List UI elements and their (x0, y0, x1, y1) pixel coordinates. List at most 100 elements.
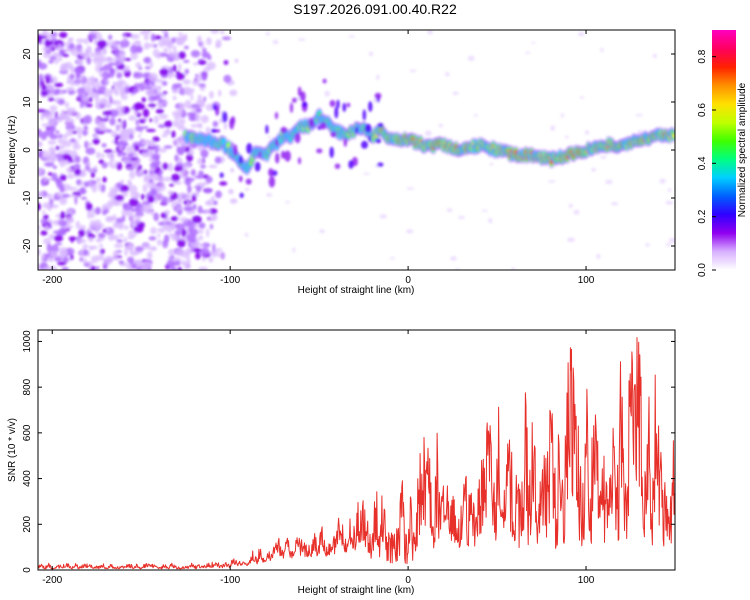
spectral-blob (275, 152, 280, 164)
spectral-blob (67, 184, 71, 190)
spectral-blob (234, 58, 239, 63)
spectral-blob (390, 257, 395, 260)
spectral-blob (158, 175, 165, 184)
spectral-blob (406, 229, 414, 234)
spectral-blob (97, 40, 107, 48)
spectral-blob (183, 163, 190, 168)
spectral-blob (128, 197, 139, 207)
spectral-blob (59, 174, 67, 181)
spectral-blob (74, 195, 78, 205)
spectral-blob (42, 202, 53, 209)
spectral-blob (181, 228, 186, 238)
spectral-blob (169, 222, 176, 231)
spectral-blob (158, 148, 167, 153)
spectral-blob (154, 144, 159, 154)
spectral-blob (54, 242, 63, 246)
spectral-blob (171, 267, 178, 270)
spectral-blob (178, 51, 186, 60)
spectral-blob (86, 57, 92, 65)
spectral-blob (40, 113, 44, 121)
spectral-blob (48, 153, 59, 161)
spectral-blob (364, 123, 372, 133)
spectral-blob (192, 79, 201, 86)
spectral-blob (123, 34, 127, 43)
spectral-blob (118, 144, 124, 152)
spectral-blob (123, 237, 128, 244)
spectral-blob (190, 50, 201, 58)
spectral-blob (205, 126, 211, 134)
spectral-blob (142, 126, 149, 129)
spectral-blob (128, 184, 138, 194)
spectral-blob (42, 46, 50, 52)
spectral-blob (141, 153, 151, 158)
spectral-blob (133, 102, 144, 110)
spectral-blob (127, 235, 135, 240)
spectral-blob (218, 89, 222, 97)
spectral-blob (74, 156, 81, 163)
spectral-blob (76, 179, 81, 185)
spectral-blob (195, 252, 201, 260)
spectral-blob (61, 266, 69, 270)
spectral-blob (268, 168, 274, 177)
spectral-blob (206, 37, 212, 46)
spectral-blob (125, 145, 135, 154)
spectral-blob (150, 227, 157, 235)
spectral-blob (50, 251, 59, 258)
spectral-blob (74, 66, 84, 75)
y-tick-label: 0 (22, 567, 33, 573)
spectral-blob (123, 159, 129, 164)
spectral-blob (112, 250, 119, 258)
spectral-blob (254, 161, 261, 172)
spectral-blob (111, 202, 122, 206)
spectral-blob (101, 143, 107, 148)
spectral-blob (43, 214, 49, 220)
spectral-blob (95, 265, 100, 270)
spectral-blob (161, 196, 168, 205)
spectral-blob (38, 225, 41, 231)
spectral-blob (54, 113, 58, 120)
spectral-blob (57, 99, 65, 105)
spectral-blob (355, 126, 359, 134)
x-tick-label: 100 (578, 275, 595, 286)
spectral-blob (91, 255, 99, 264)
spectral-blob (200, 164, 207, 169)
spectral-blob (90, 52, 95, 58)
spectral-blob (211, 196, 215, 201)
spectral-blob (219, 172, 224, 178)
spectral-blob (51, 172, 58, 182)
spectral-blob (316, 148, 323, 154)
spectral-blob (42, 210, 46, 215)
spectral-blob (488, 218, 493, 224)
spectral-blob (54, 82, 64, 88)
spectral-blob (329, 146, 335, 158)
spectral-blob (203, 188, 212, 194)
spectral-blob (88, 181, 93, 185)
spectral-blob (374, 92, 382, 99)
spectral-blob (275, 138, 279, 147)
spectral-blob (73, 163, 81, 170)
spectral-blob (202, 67, 211, 72)
spectral-blob (135, 205, 140, 214)
spectral-blob (38, 141, 43, 146)
spectral-blob (53, 235, 64, 242)
spectral-blob (109, 117, 116, 126)
spectral-blob (84, 162, 91, 167)
spectral-blob (336, 99, 340, 109)
spectral-blob (118, 151, 127, 157)
spectral-blob (167, 190, 174, 196)
spectral-blob (79, 257, 84, 262)
spectral-blob (185, 68, 190, 74)
spectral-blob (155, 108, 164, 114)
spectral-blob (155, 79, 164, 83)
spectral-blob (65, 86, 75, 92)
spectral-blob (208, 257, 214, 263)
spectral-blob (198, 42, 203, 47)
spectral-blob (38, 128, 42, 134)
spectral-blob (45, 113, 54, 121)
spectral-blob (246, 143, 253, 154)
spectral-blob (122, 203, 128, 208)
spectral-blob (201, 257, 206, 261)
spectral-blob (67, 173, 75, 179)
spectral-blob (238, 175, 243, 182)
